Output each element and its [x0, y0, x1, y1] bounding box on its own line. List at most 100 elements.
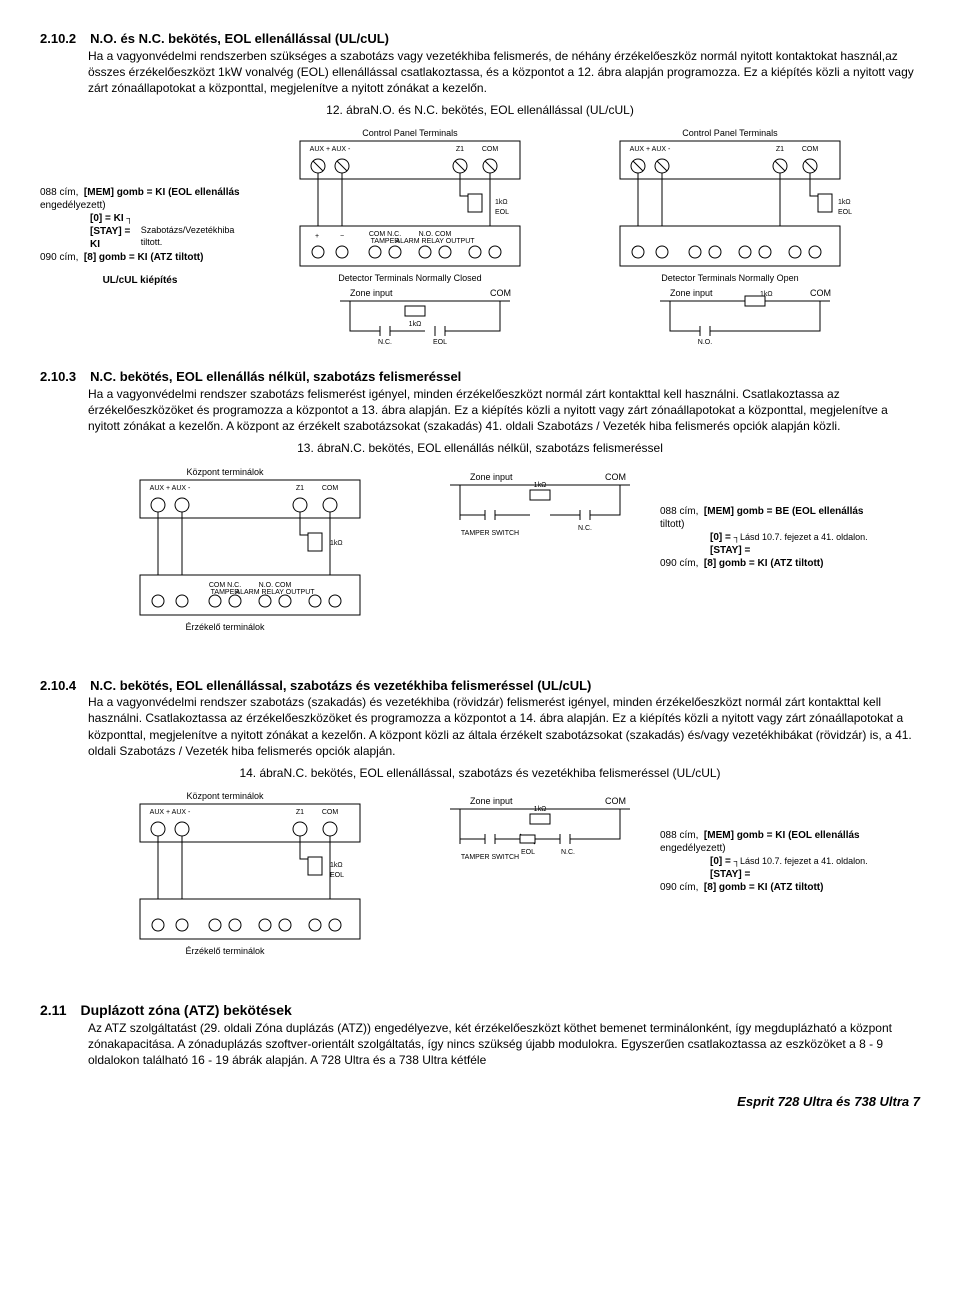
- sec-body: Ha a vagyonvédelmi rendszer szabotázs (s…: [88, 694, 920, 759]
- svg-text:Detector Terminals Normally Op: Detector Terminals Normally Open: [661, 273, 798, 283]
- svg-text:1kΩ: 1kΩ: [534, 806, 547, 813]
- svg-text:AUX + AUX -: AUX + AUX -: [150, 809, 191, 816]
- svg-text:1kΩ: 1kΩ: [330, 862, 343, 869]
- diagram-1b: Control Panel Terminals AUX + AUX - Z1 C…: [580, 126, 880, 346]
- sec-title: N.C. bekötés, EOL ellenállás nélkül, sza…: [90, 368, 461, 386]
- sec-title: N.C. bekötés, EOL ellenállással, szabotá…: [90, 677, 591, 695]
- lsz: Lásd 10.7. fejezet a 41. oldalon.: [740, 532, 868, 542]
- svg-text:Z1: Z1: [776, 146, 784, 153]
- l088b: engedélyezett): [660, 842, 880, 855]
- svg-text:Z1: Z1: [296, 485, 304, 492]
- legend-box: 088 cím, [MEM] gomb = KI (EOL ellenállás…: [40, 186, 240, 287]
- svg-text:AUX + AUX -: AUX + AUX -: [630, 146, 671, 153]
- l088b: tiltott): [660, 518, 880, 531]
- l090: 090 cím,: [660, 882, 698, 893]
- section-2-10-3: 2.10.3 N.C. bekötés, EOL ellenállás nélk…: [40, 368, 920, 654]
- section-2-11: 2.11 Duplázott zóna (ATZ) bekötések Az A…: [40, 1001, 920, 1068]
- svg-text:Zone input: Zone input: [670, 288, 713, 298]
- fig-caption: 13. ábraN.C. bekötés, EOL ellenállás nél…: [40, 440, 920, 456]
- legend-088b: engedélyezett): [40, 199, 240, 212]
- ul-label: UL/cUL kiépítés: [40, 274, 240, 287]
- diagram-1a: Control Panel Terminals AUX + AUX - Z1 C…: [260, 126, 560, 346]
- legend-stay: [STAY] = KI: [90, 225, 135, 251]
- svg-text:1kΩ: 1kΩ: [838, 199, 851, 206]
- legend-mem: [MEM] gomb = KI (EOL ellenállás: [84, 187, 240, 198]
- sec-num: 2.11: [40, 1001, 66, 1020]
- svg-text:COM: COM: [482, 146, 499, 153]
- svg-text:COM: COM: [802, 146, 819, 153]
- svg-text:N.O. COM: N.O. COM: [419, 231, 452, 238]
- sec-body: Ha a vagyonvédelmi rendszerben szükséges…: [88, 48, 920, 97]
- svg-text:Zone input: Zone input: [350, 288, 393, 298]
- svg-text:1kΩ: 1kΩ: [330, 540, 343, 547]
- svg-text:Zone input: Zone input: [470, 472, 513, 482]
- svg-text:Z1: Z1: [296, 809, 304, 816]
- lsz: Lásd 10.7. fejezet a 41. oldalon.: [740, 856, 868, 866]
- svg-text:COM: COM: [490, 288, 511, 298]
- svg-text:Control Panel Terminals: Control Panel Terminals: [362, 128, 458, 138]
- l0: [0] =: [710, 856, 731, 867]
- fig-caption: 14. ábraN.C. bekötés, EOL ellenállással,…: [40, 765, 920, 781]
- l0: [0] =: [710, 532, 731, 543]
- svg-text:TAMPER SWITCH: TAMPER SWITCH: [461, 530, 519, 537]
- sec-num: 2.10.2: [40, 30, 76, 48]
- svg-text:Érzékelő terminálok: Érzékelő terminálok: [185, 946, 265, 956]
- svg-text:EOL: EOL: [330, 872, 344, 879]
- diagram-2: Központ terminálok AUX + AUX - Z1 COM 1k…: [120, 465, 400, 655]
- legend-8: [8] gomb = KI (ATZ tiltott): [84, 252, 204, 263]
- page-footer: Esprit 728 Ultra és 738 Ultra 7: [40, 1093, 920, 1111]
- svg-text:−: −: [340, 233, 344, 240]
- sec-title: N.O. és N.C. bekötés, EOL ellenállással …: [90, 30, 389, 48]
- svg-text:Detector Terminals Normally Cl: Detector Terminals Normally Closed: [338, 273, 481, 283]
- svg-text:+: +: [315, 233, 319, 240]
- svg-text:AUX + AUX -: AUX + AUX -: [310, 146, 351, 153]
- svg-text:COM N.C.: COM N.C.: [209, 582, 241, 589]
- sec-num: 2.10.4: [40, 677, 76, 695]
- l8: [8] gomb = KI (ATZ tiltott): [704, 558, 824, 569]
- sec-num: 2.10.3: [40, 368, 76, 386]
- legend-box-2: 088 cím, [MEM] gomb = BE (EOL ellenállás…: [660, 505, 880, 570]
- diagram-2b: Zone input COM 1kΩ TAMPER SWITCH N.C.: [420, 465, 640, 615]
- svg-text:Központ terminálok: Központ terminálok: [186, 791, 264, 801]
- svg-text:Zone input: Zone input: [470, 796, 513, 806]
- lstay: [STAY] =: [710, 545, 750, 556]
- diagram-3b: Zone input COM 1kΩ TAMPER SWITCH EOL N.C…: [420, 789, 640, 939]
- sec-title: Duplázott zóna (ATZ) bekötések: [80, 1001, 291, 1020]
- l8: [8] gomb = KI (ATZ tiltott): [704, 882, 824, 893]
- svg-text:EOL: EOL: [521, 849, 535, 856]
- section-2-10-2: 2.10.2 N.O. és N.C. bekötés, EOL ellenál…: [40, 30, 920, 346]
- section-2-10-4: 2.10.4 N.C. bekötés, EOL ellenállással, …: [40, 677, 920, 979]
- svg-text:COM: COM: [322, 809, 339, 816]
- l088: 088 cím,: [660, 506, 698, 517]
- lstay: [STAY] =: [710, 869, 750, 880]
- svg-text:TAMPER SWITCH: TAMPER SWITCH: [461, 854, 519, 861]
- svg-text:COM: COM: [810, 288, 831, 298]
- legend-0: [0] = KI: [90, 213, 124, 224]
- svg-text:1kΩ: 1kΩ: [409, 321, 422, 328]
- diagram-3: Központ terminálok AUX + AUX - Z1 COM 1k…: [120, 789, 400, 979]
- svg-text:COM: COM: [605, 796, 626, 806]
- svg-text:AUX + AUX -: AUX + AUX -: [150, 485, 191, 492]
- svg-text:N.C.: N.C.: [378, 339, 392, 346]
- svg-text:Központ terminálok: Központ terminálok: [186, 467, 264, 477]
- svg-text:N.O.: N.O.: [698, 339, 712, 346]
- svg-text:N.C.: N.C.: [561, 849, 575, 856]
- svg-text:COM N.C.: COM N.C.: [369, 231, 401, 238]
- svg-text:Z1: Z1: [456, 146, 464, 153]
- svg-text:N.C.: N.C.: [578, 525, 592, 532]
- svg-text:COM: COM: [605, 472, 626, 482]
- svg-text:ALARM RELAY OUTPUT: ALARM RELAY OUTPUT: [395, 238, 475, 245]
- svg-text:EOL: EOL: [838, 209, 852, 216]
- svg-text:ALARM RELAY OUTPUT: ALARM RELAY OUTPUT: [235, 589, 315, 596]
- svg-diagram: Control Panel Terminals AUX + AUX - Z1 C…: [260, 126, 560, 346]
- svg-text:COM: COM: [322, 485, 339, 492]
- l088: 088 cím,: [660, 830, 698, 841]
- svg-text:EOL: EOL: [433, 339, 447, 346]
- l090: 090 cím,: [660, 558, 698, 569]
- svg-text:N.O. COM: N.O. COM: [259, 582, 292, 589]
- fig-caption: 12. ábraN.O. és N.C. bekötés, EOL ellená…: [40, 102, 920, 118]
- lmem: [MEM] gomb = KI (EOL ellenállás: [704, 830, 860, 841]
- legend-szab: Szabotázs/Vezetékhiba tiltott.: [141, 225, 240, 251]
- sec-body: Ha a vagyonvédelmi rendszer szabotázs fe…: [88, 386, 920, 435]
- sec-body: Az ATZ szolgáltatást (29. oldali Zóna du…: [88, 1020, 920, 1069]
